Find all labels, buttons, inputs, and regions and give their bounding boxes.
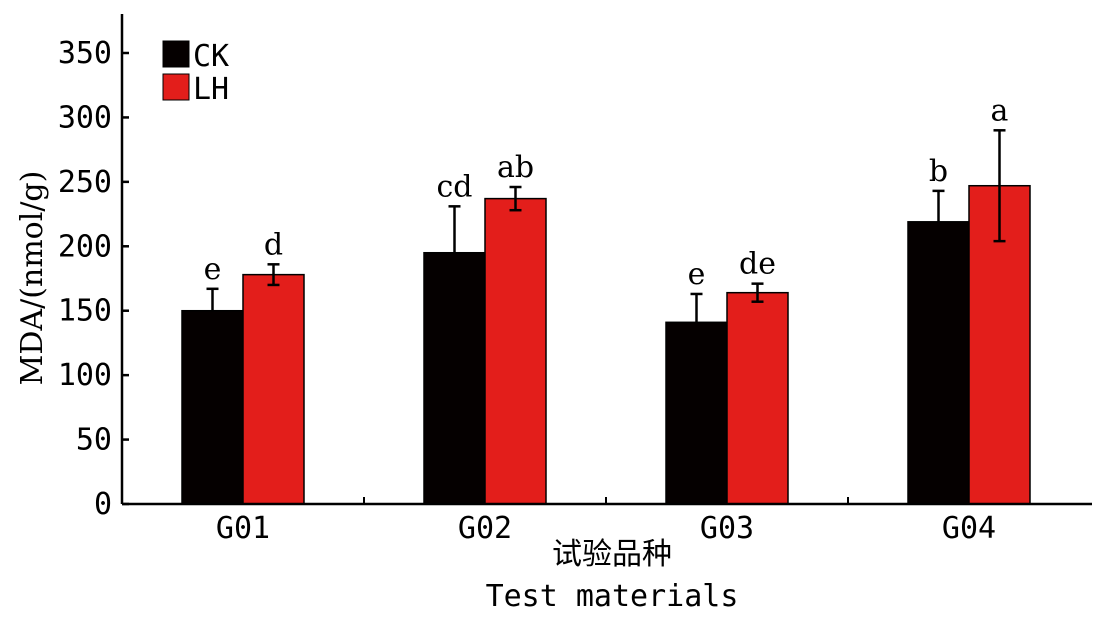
legend-swatch-ck <box>162 40 190 68</box>
bar-lh-g01 <box>242 273 305 505</box>
bar-ck-g04 <box>907 221 970 505</box>
bar-ck-g01 <box>181 309 244 505</box>
y-axis-label: MDA/(nmol/g) <box>15 171 50 386</box>
bar-ck-g02 <box>423 251 486 505</box>
x-tick-label: G04 <box>942 511 996 546</box>
axes-layer: 0 50 100 150 200 250 300 350 G01 G02 G03 G04 <box>58 14 1092 546</box>
legend-label-ck: CK <box>193 39 229 74</box>
legend-label-lh: LH <box>193 72 229 107</box>
x-axis-label-en: Test materials <box>486 579 739 614</box>
significance-label: a <box>991 93 1009 128</box>
bar-lh-g02 <box>484 197 547 505</box>
y-tick-label: 250 <box>58 165 112 200</box>
y-tick-label: 300 <box>58 100 112 135</box>
y-tick-label: 350 <box>58 36 112 71</box>
x-tick-label: G01 <box>216 511 270 546</box>
y-tick-label: 50 <box>76 423 112 458</box>
significance-label: ab <box>497 150 534 185</box>
significance-label: d <box>264 227 283 262</box>
bar-lh-g03 <box>726 291 789 505</box>
x-tick-label: G02 <box>458 511 512 546</box>
legend-swatch-lh <box>162 73 190 101</box>
y-tick-label: 200 <box>58 229 112 264</box>
significance-label: b <box>929 154 948 189</box>
significance-label: e <box>688 257 706 292</box>
y-tick-label: 100 <box>58 358 112 393</box>
y-tick-label: 150 <box>58 294 112 329</box>
bars-layer: e cd e b d ab de a <box>181 93 1031 505</box>
legend: CK LH <box>162 39 229 107</box>
bar-ck-g03 <box>665 321 728 505</box>
significance-label: e <box>204 252 222 287</box>
x-tick-label: G03 <box>700 511 754 546</box>
significance-label: cd <box>436 169 472 204</box>
x-axis-label-cn: 试验品种 <box>552 537 672 572</box>
y-tick-label: 0 <box>94 487 112 522</box>
significance-label: de <box>739 247 776 282</box>
